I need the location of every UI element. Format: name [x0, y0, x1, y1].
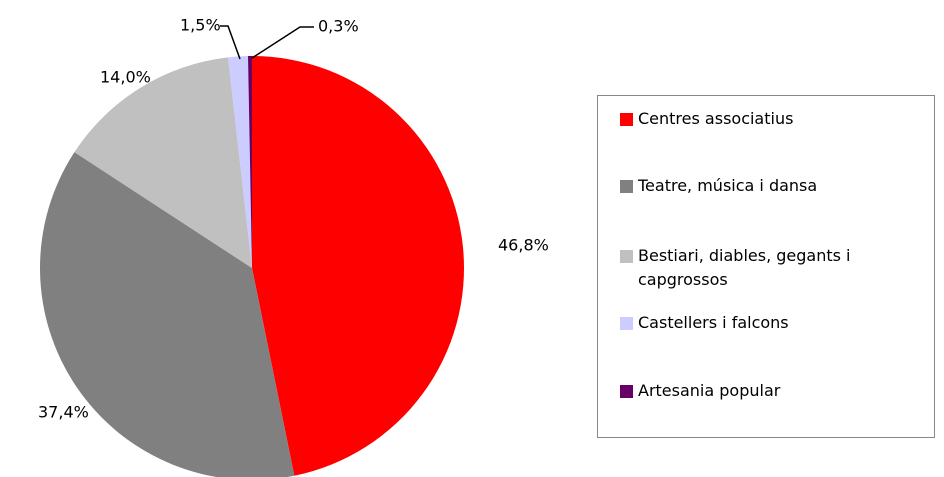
data-label: 1,5% [180, 16, 221, 35]
legend-item: Castellers i falcons [620, 311, 938, 335]
pie-slice [40, 152, 295, 477]
legend-item: Teatre, música i dansa [620, 174, 938, 198]
legend-label: Centres associatius [638, 109, 794, 128]
legend-label: Castellers i falcons [638, 313, 789, 332]
legend-item: Centres associatius [620, 107, 938, 131]
pie-slice [74, 57, 252, 268]
legend-label: Teatre, música i dansa [638, 176, 818, 195]
legend-item: Artesania popular [620, 379, 938, 403]
pie-slice [228, 56, 252, 269]
legend-swatch [620, 113, 633, 126]
legend: Centres associatius Teatre, música i dans… [597, 95, 935, 438]
data-label: 0,3% [318, 17, 359, 36]
legend-swatch [620, 250, 633, 263]
data-label: 46,8% [498, 236, 549, 255]
data-label: 14,0% [100, 68, 151, 87]
legend-label: Artesania popular [638, 381, 781, 400]
legend-swatch [620, 317, 633, 330]
pie-slice [248, 56, 252, 268]
data-label: 37,4% [38, 403, 89, 422]
legend-swatch [620, 385, 633, 398]
pie-slice [252, 56, 465, 476]
legend-swatch [620, 180, 633, 193]
legend-item: Bestiari, diables, gegants i capgrossos [620, 244, 938, 292]
leader-line [251, 26, 314, 59]
leader-line [220, 25, 241, 60]
legend-label: Bestiari, diables, gegants i capgrossos [638, 246, 851, 289]
